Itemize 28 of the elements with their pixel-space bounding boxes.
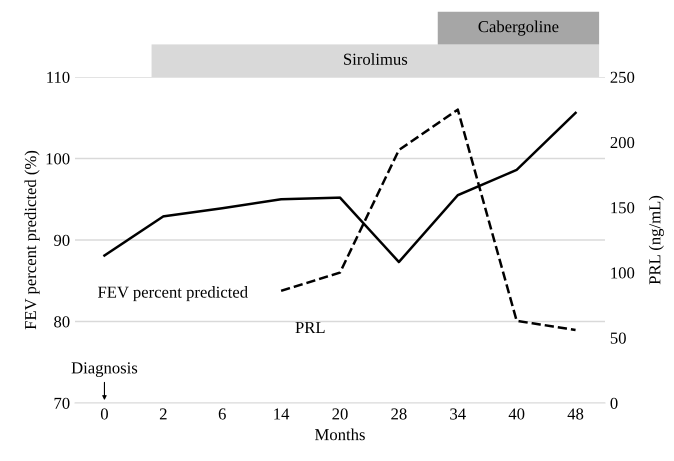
y2-axis-title: PRL (ng/mL): [648, 196, 664, 284]
y-tick-label: 90: [54, 234, 70, 246]
x-tick-label: 6: [218, 408, 226, 420]
x-tick-label: 28: [391, 408, 407, 420]
y2-tick-label: 0: [610, 398, 618, 409]
y2-tick-label: 200: [610, 136, 634, 148]
y2-tick-label: 250: [610, 72, 634, 83]
y-tick-label: 70: [54, 398, 70, 409]
x-axis-title: Months: [315, 428, 365, 440]
x-tick-label: 14: [274, 408, 290, 420]
x-tick-label: 48: [568, 408, 584, 420]
y2-tick-label: 150: [611, 202, 634, 214]
text: PRL: [295, 322, 325, 333]
x-tick-label: 2: [160, 408, 167, 420]
y-tick-label: 80: [54, 316, 70, 328]
x-tick-label: 0: [100, 408, 108, 420]
y2-tick-label: 50: [610, 332, 626, 344]
y-axis-title: FEV percent predicted (%): [24, 150, 40, 330]
y2-tick-label: 100: [611, 267, 634, 279]
text: Cabergoline: [478, 20, 558, 36]
text: Sirolimus: [344, 53, 408, 65]
series-label: FEV percent predicted: [98, 286, 248, 302]
annotation: Diagnosis: [72, 362, 138, 377]
y-tick-label: 110: [47, 72, 70, 83]
x-tick-label: 40: [508, 408, 524, 420]
x-tick-label: 20: [332, 408, 348, 420]
y-tick-label: 100: [46, 153, 70, 164]
x-tick-label: 34: [450, 408, 466, 420]
